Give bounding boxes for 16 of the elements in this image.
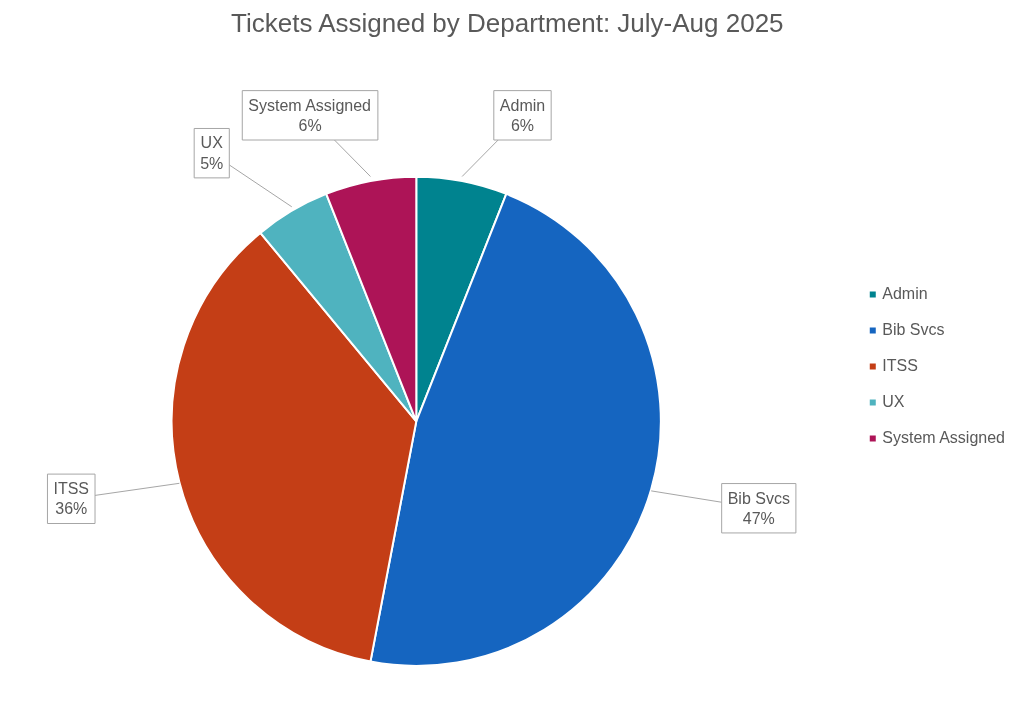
legend-label: System Assigned xyxy=(882,429,1005,447)
slice-label: Bib Svcs xyxy=(727,489,790,507)
legend-label: ITSS xyxy=(882,357,918,375)
legend-label: Bib Svcs xyxy=(882,321,945,339)
slice-label: ITSS xyxy=(53,480,90,498)
slice-label: Admin xyxy=(499,96,546,114)
slice-label: System Assigned xyxy=(248,96,372,114)
legend-label: UX xyxy=(882,393,905,411)
chart-title: Tickets Assigned by Department: July-Aug 2025 xyxy=(231,7,784,38)
legend-label: Admin xyxy=(882,285,928,303)
data-label: 5% xyxy=(200,154,224,172)
data-label: 6% xyxy=(510,117,535,135)
data-label: 36% xyxy=(55,500,88,518)
slice-label: UX xyxy=(200,134,224,152)
data-label: 6% xyxy=(298,117,322,135)
data-label: 47% xyxy=(742,509,775,527)
